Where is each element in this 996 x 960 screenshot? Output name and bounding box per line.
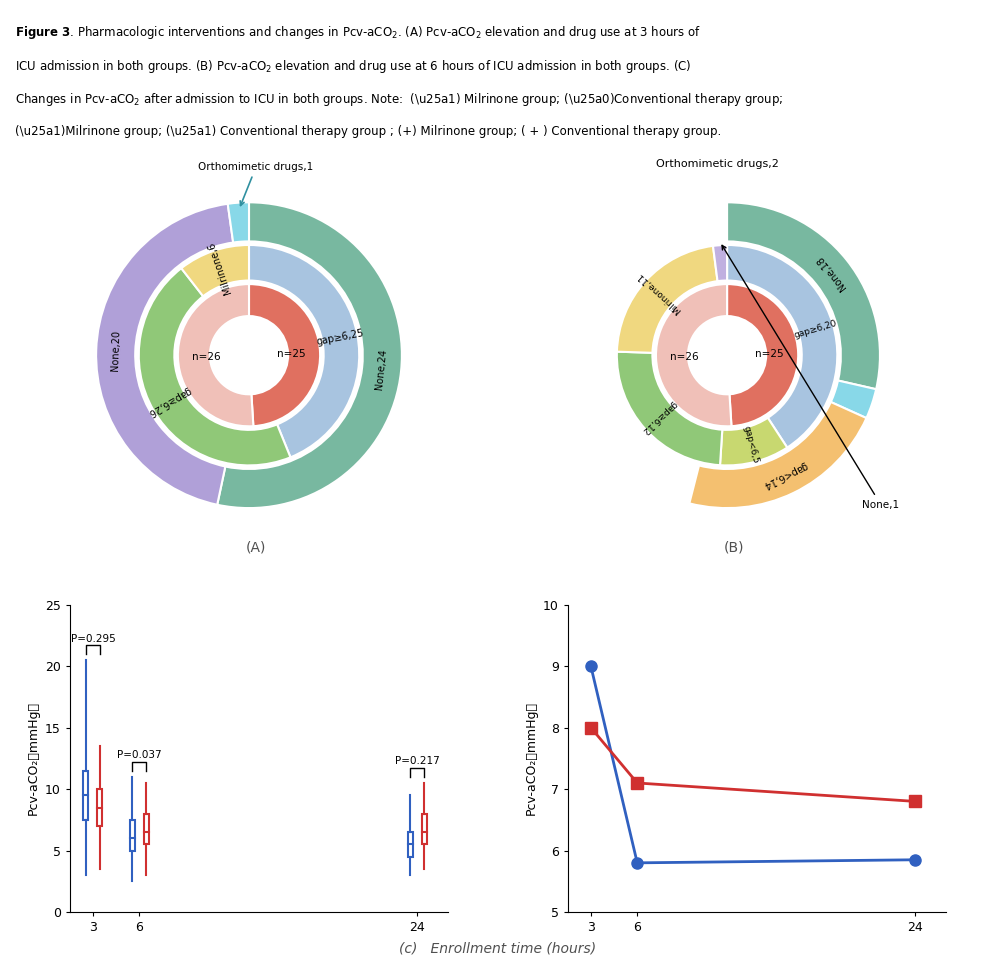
Bar xyxy=(129,820,134,851)
Y-axis label: Pcv-aCO₂（mmHg）: Pcv-aCO₂（mmHg） xyxy=(524,702,537,815)
Text: (A): (A) xyxy=(246,540,266,554)
Y-axis label: Pcv-aCO₂（mmHg）: Pcv-aCO₂（mmHg） xyxy=(26,702,39,815)
Text: Milrinone,6: Milrinone,6 xyxy=(205,240,232,295)
Wedge shape xyxy=(720,418,787,466)
Wedge shape xyxy=(727,245,838,447)
Text: Orthomimetic drugs,1: Orthomimetic drugs,1 xyxy=(198,161,314,205)
Wedge shape xyxy=(656,284,731,426)
Text: (c)   Enrollment time (hours): (c) Enrollment time (hours) xyxy=(399,941,597,955)
Bar xyxy=(421,814,426,845)
Wedge shape xyxy=(228,203,249,243)
Text: gap≥6,26: gap≥6,26 xyxy=(145,385,192,418)
Wedge shape xyxy=(617,351,722,466)
Text: n=26: n=26 xyxy=(670,352,699,362)
Text: (\u25a1)Milrinone group; (\u25a1) Conventional therapy group ; (+) Milrinone gro: (\u25a1)Milrinone group; (\u25a1) Conven… xyxy=(15,125,721,138)
Wedge shape xyxy=(138,268,291,466)
Wedge shape xyxy=(181,245,249,297)
Wedge shape xyxy=(178,284,253,426)
Text: (B): (B) xyxy=(724,540,744,554)
Text: gap<6,5: gap<6,5 xyxy=(741,424,760,465)
Text: P=0.037: P=0.037 xyxy=(117,751,161,760)
Text: None,1: None,1 xyxy=(722,246,899,510)
Text: gap<6,14: gap<6,14 xyxy=(761,461,809,491)
Text: n=25: n=25 xyxy=(755,348,784,358)
Bar xyxy=(408,832,412,856)
Text: P=0.295: P=0.295 xyxy=(71,634,116,643)
Bar xyxy=(98,789,103,826)
Text: None,24: None,24 xyxy=(374,348,388,390)
Wedge shape xyxy=(249,245,360,457)
Text: Milrinone,11: Milrinone,11 xyxy=(634,271,682,315)
Text: n=26: n=26 xyxy=(192,352,221,362)
Text: ICU admission in both groups. (B) Pcv-aCO$_2$ elevation and drug use at 6 hours : ICU admission in both groups. (B) Pcv-aC… xyxy=(15,58,691,75)
Wedge shape xyxy=(727,284,798,426)
Wedge shape xyxy=(831,380,876,419)
Wedge shape xyxy=(217,203,402,508)
Wedge shape xyxy=(713,245,727,281)
Wedge shape xyxy=(689,402,867,508)
Text: Changes in Pcv-aCO$_2$ after admission to ICU in both groups. Note:  (\u25a1) Mi: Changes in Pcv-aCO$_2$ after admission t… xyxy=(15,91,784,108)
Bar xyxy=(84,771,89,820)
Wedge shape xyxy=(727,203,880,389)
Text: None,20: None,20 xyxy=(110,330,122,372)
Wedge shape xyxy=(249,284,320,426)
Text: $\bf{Figure\ 3}$. Pharmacologic interventions and changes in Pcv-aCO$_2$. (A) Pc: $\bf{Figure\ 3}$. Pharmacologic interven… xyxy=(15,24,701,41)
Text: n=25: n=25 xyxy=(277,348,306,358)
Text: None,18: None,18 xyxy=(815,253,848,291)
Text: gap≥6,12: gap≥6,12 xyxy=(639,399,678,436)
Wedge shape xyxy=(96,204,233,505)
Text: P=0.217: P=0.217 xyxy=(395,756,439,766)
Bar xyxy=(143,814,148,845)
Text: gap≥6,25: gap≥6,25 xyxy=(315,328,365,347)
Wedge shape xyxy=(617,246,717,353)
Text: gap≥6,20: gap≥6,20 xyxy=(793,319,839,340)
Text: Orthomimetic drugs,2: Orthomimetic drugs,2 xyxy=(656,159,779,169)
